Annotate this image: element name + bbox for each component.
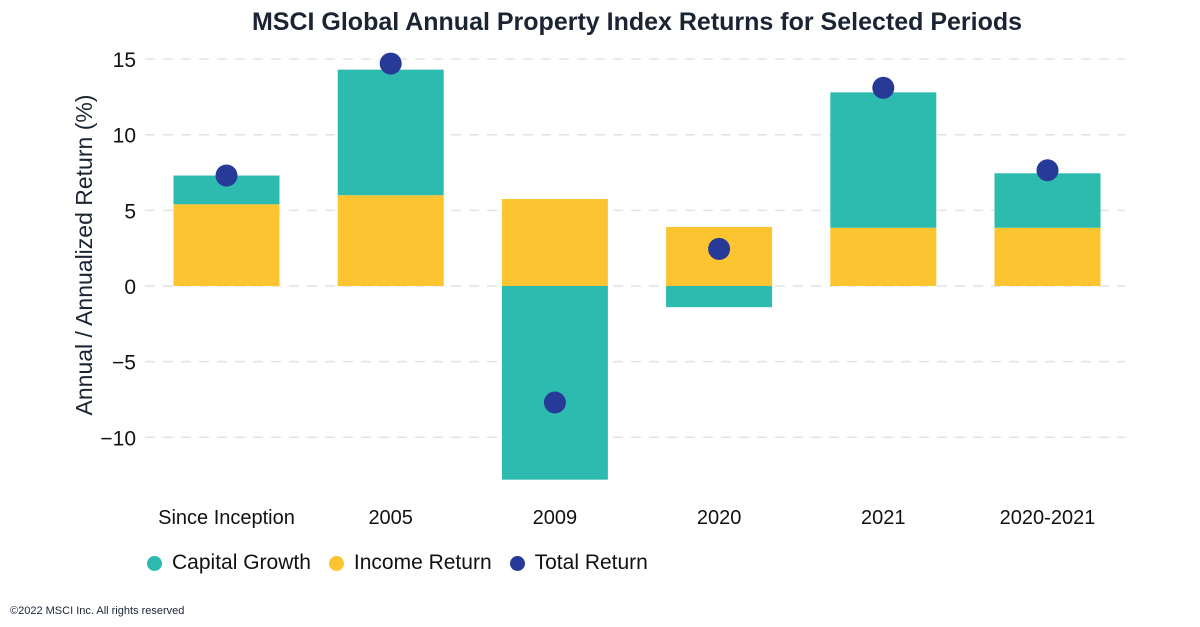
x-tick-label: 2020-2021 [1000, 507, 1096, 529]
bar-income-return [994, 227, 1101, 286]
x-tick-label: 2009 [533, 507, 578, 529]
y-tick-label: 0 [124, 276, 136, 299]
legend-label: Income Return [353, 551, 492, 574]
bar-capital-growth [994, 173, 1101, 228]
total-return-point [708, 237, 731, 260]
x-tick-label: 2005 [368, 507, 413, 529]
legend-label: Capital Growth [172, 551, 311, 574]
x-tick-label: 2020 [697, 507, 742, 529]
copyright-footer: ©2022 MSCI Inc. All rights reserved [10, 605, 185, 617]
legend: Capital Growth Income Return Total Retur… [147, 551, 666, 575]
bar-capital-growth [830, 92, 937, 228]
total-return-point [215, 164, 238, 187]
bar-capital-growth [666, 286, 773, 308]
y-axis-label: Annual / Annualized Return (%) [71, 95, 97, 416]
bar-capital-growth [501, 286, 608, 480]
bar-capital-growth [337, 69, 444, 196]
y-tick-label: 15 [113, 49, 136, 72]
chart-title: MSCI Global Annual Property Index Return… [251, 8, 1023, 36]
y-tick-label: −5 [112, 352, 136, 375]
bar-income-return [830, 227, 937, 286]
legend-item-income-return: Income Return [328, 551, 492, 575]
legend-swatch-income-return [328, 555, 344, 571]
total-return-point [379, 52, 402, 75]
legend-swatch-total-return [509, 555, 525, 571]
total-return-point [1036, 159, 1059, 182]
legend-item-total-return: Total Return [509, 551, 648, 575]
y-tick-label: 10 [113, 125, 136, 148]
total-return-point [543, 391, 566, 414]
x-tick-label: Since Inception [158, 507, 295, 529]
legend-swatch-capital-growth [147, 555, 162, 571]
y-tick-label: −10 [100, 427, 136, 450]
chart-plot: −10 −5 0 5 10 15 Annual / Annualized Return (%… [71, 49, 1125, 529]
bar-income-return [337, 195, 444, 286]
y-tick-label: 5 [124, 200, 136, 223]
legend-label: Total Return [534, 551, 648, 574]
total-return-point [872, 76, 895, 99]
legend-item-capital-growth: Capital Growth [147, 551, 311, 575]
x-tick-label: 2021 [861, 507, 906, 529]
bar-income-return [173, 204, 280, 286]
bar-income-return [501, 199, 608, 286]
